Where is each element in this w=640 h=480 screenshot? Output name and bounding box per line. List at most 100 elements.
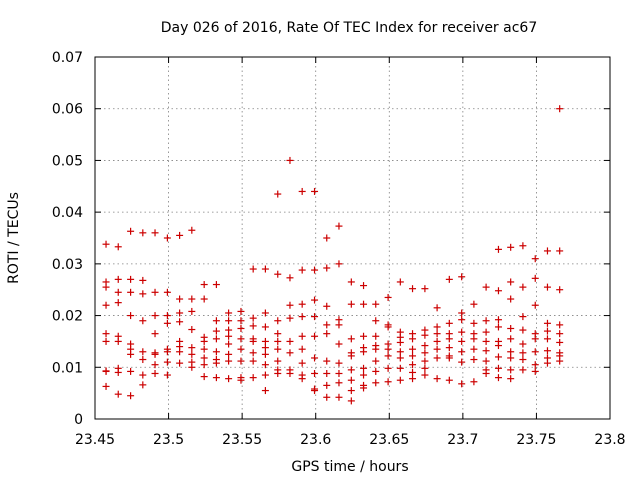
data-point: [151, 350, 159, 358]
data-point: [519, 313, 527, 321]
data-point: [470, 345, 478, 353]
data-point: [494, 323, 502, 331]
data-point: [127, 350, 135, 358]
data-point: [114, 299, 122, 307]
data-point: [482, 337, 490, 345]
data-point: [261, 337, 269, 345]
data-point: [543, 359, 551, 367]
data-point: [102, 367, 110, 375]
data-point: [556, 247, 564, 255]
data-point: [286, 301, 294, 309]
data-point: [139, 317, 147, 325]
data-point: [176, 359, 184, 367]
data-point: [335, 393, 343, 401]
data-point: [200, 361, 208, 369]
y-axis-tick-labels: 0 0.01 0.02 0.03 0.04 0.05 0.06 0.07: [52, 50, 83, 428]
data-point: [384, 378, 392, 386]
data-point: [396, 364, 404, 372]
x-tick-label: 23.5: [153, 432, 184, 448]
data-point: [433, 345, 441, 353]
data-point: [139, 371, 147, 379]
data-point: [458, 337, 466, 345]
data-point: [176, 295, 184, 303]
x-tick-label: 23.75: [516, 432, 556, 448]
data-point: [311, 332, 319, 340]
data-point: [114, 243, 122, 251]
data-point: [139, 290, 147, 298]
data-point: [421, 364, 429, 372]
data-point: [261, 309, 269, 317]
data-point: [286, 156, 294, 164]
data-point: [298, 300, 306, 308]
data-point: [494, 316, 502, 324]
data-point: [274, 369, 282, 377]
data-point: [372, 332, 380, 340]
data-point: [458, 309, 466, 317]
data-point: [286, 314, 294, 322]
data-point: [458, 273, 466, 281]
data-point: [396, 348, 404, 356]
data-point: [531, 367, 539, 375]
data-point: [458, 380, 466, 388]
data-point: [311, 369, 319, 377]
data-point: [102, 382, 110, 390]
data-point: [311, 296, 319, 304]
data-point: [212, 317, 220, 325]
data-point: [360, 348, 368, 356]
data-point: [127, 275, 135, 283]
data-point: [311, 354, 319, 362]
data-point: [200, 373, 208, 381]
data-point: [212, 359, 220, 367]
data-point: [151, 312, 159, 320]
data-point: [396, 376, 404, 384]
data-point: [127, 227, 135, 235]
data-point: [458, 316, 466, 324]
data-point: [311, 387, 319, 395]
data-point: [494, 353, 502, 361]
data-point: [261, 371, 269, 379]
data-point: [433, 337, 441, 345]
x-tick-label: 23.65: [369, 432, 409, 448]
y-tick-label: 0.04: [52, 205, 83, 221]
data-point: [556, 330, 564, 338]
data-point: [347, 366, 355, 374]
y-axis-label: ROTI / TECUs: [6, 192, 22, 284]
data-point: [421, 342, 429, 350]
data-point: [188, 226, 196, 234]
data-point: [225, 309, 233, 317]
grid-lines: [95, 57, 610, 419]
data-point: [531, 274, 539, 282]
data-point: [470, 378, 478, 386]
data-point: [298, 359, 306, 367]
data-point: [225, 317, 233, 325]
data-point: [396, 278, 404, 286]
data-point: [274, 345, 282, 353]
y-tick-label: 0.07: [52, 50, 83, 66]
data-point: [433, 330, 441, 338]
data-point: [543, 247, 551, 255]
data-point: [274, 337, 282, 345]
data-point: [237, 357, 245, 365]
data-point: [225, 332, 233, 340]
data-point: [372, 379, 380, 387]
data-point: [531, 361, 539, 369]
data-point: [519, 356, 527, 364]
data-point: [531, 301, 539, 309]
data-point: [274, 190, 282, 198]
data-point: [323, 234, 331, 242]
data-point: [556, 321, 564, 329]
data-point: [237, 345, 245, 353]
data-point: [433, 375, 441, 383]
data-point: [360, 282, 368, 290]
x-axis-tick-labels: 23.45 23.5 23.55 23.6 23.65 23.7 23.75 23.8: [75, 432, 626, 448]
data-point: [127, 392, 135, 400]
data-point: [372, 345, 380, 353]
data-point: [188, 350, 196, 358]
y-tick-label: 0: [74, 412, 83, 428]
data-point: [409, 352, 417, 360]
data-points: [102, 105, 564, 405]
data-point: [335, 321, 343, 329]
y-tick-label: 0.01: [52, 360, 83, 376]
data-point: [347, 335, 355, 343]
data-point: [212, 335, 220, 343]
